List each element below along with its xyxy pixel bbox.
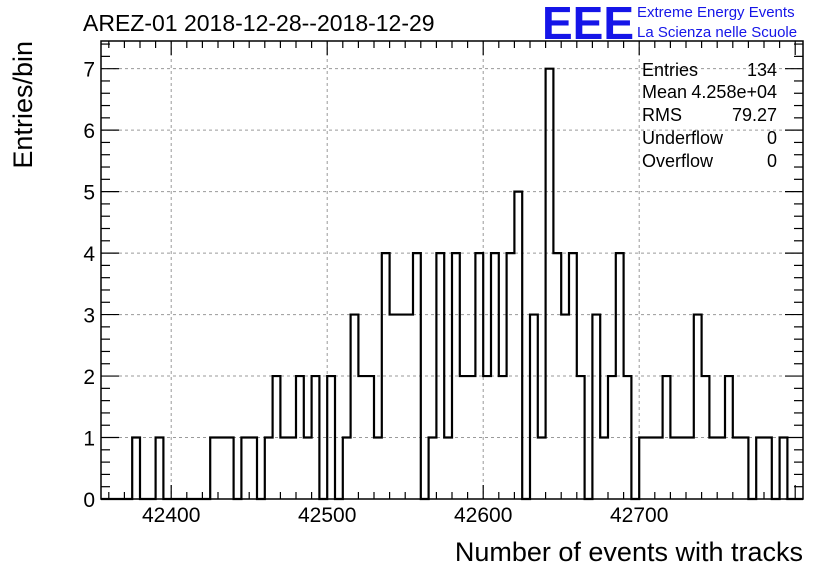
- chart-title: AREZ-01 2018-12-28--2018-12-29: [83, 10, 435, 36]
- stats-underflow-value: 0: [767, 128, 777, 148]
- y-tick-label: 4: [83, 243, 95, 266]
- stats-box: Entries 134 Mean 4.258e+04 RMS 79.27 Und…: [642, 60, 777, 171]
- x-tick-label: 42400: [142, 504, 200, 527]
- y-tick-label: 0: [83, 489, 95, 512]
- x-axis-ticks: 42400 42500 42600 42700: [108, 41, 796, 527]
- stats-entries-value: 134: [747, 60, 777, 80]
- y-tick-label: 7: [83, 59, 95, 82]
- y-tick-label: 3: [83, 305, 95, 328]
- stats-mean-value: 4.258e+04: [691, 82, 777, 102]
- logo-line-2: La Scienza nelle Scuole: [637, 24, 797, 41]
- stats-rms-label: RMS: [642, 105, 682, 125]
- histogram-series: [101, 67, 803, 501]
- y-tick-label: 1: [83, 428, 95, 451]
- y-tick-label: 2: [83, 366, 95, 389]
- x-axis-title: Number of events with tracks: [455, 537, 803, 567]
- stats-underflow-label: Underflow: [642, 128, 724, 148]
- stats-rms-value: 79.27: [732, 105, 777, 125]
- y-axis-ticks: 0 1 2 3 4 5 6 7: [83, 43, 803, 512]
- logo-line-1: Extreme Energy Events: [637, 4, 795, 21]
- stats-mean-label: Mean: [642, 82, 687, 102]
- y-axis-title: Entries/bin: [8, 41, 38, 169]
- y-tick-label: 6: [83, 120, 95, 143]
- x-tick-label: 42700: [610, 504, 668, 527]
- stats-overflow-label: Overflow: [642, 151, 714, 171]
- stats-overflow-value: 0: [767, 151, 777, 171]
- stats-entries-label: Entries: [642, 60, 698, 80]
- x-tick-label: 42500: [298, 504, 356, 527]
- y-tick-label: 5: [83, 182, 95, 205]
- x-tick-label: 42600: [454, 504, 512, 527]
- histogram-outline: [101, 67, 803, 501]
- eee-logo: EEE: [542, 0, 634, 49]
